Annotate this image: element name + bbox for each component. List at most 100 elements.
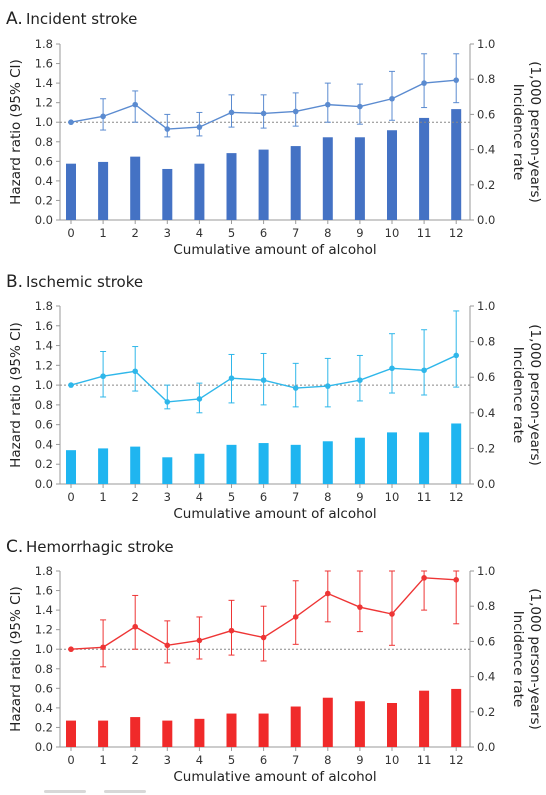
bar: [451, 688, 462, 747]
y-tick-right-label: 0.0: [477, 477, 495, 491]
data-point: [132, 623, 138, 630]
x-tick-label: 12: [449, 226, 464, 240]
x-tick-label: 2: [132, 753, 139, 767]
bar: [226, 444, 237, 484]
bar: [66, 720, 76, 747]
bar: [290, 444, 301, 484]
x-tick-label: 7: [292, 753, 299, 767]
y-tick-right-label: 0.2: [477, 705, 495, 719]
bar: [419, 117, 430, 220]
data-point: [196, 396, 203, 402]
y-tick-left-label: 0.0: [35, 740, 53, 754]
y-tick-right-label: 1.0: [477, 299, 495, 313]
y-tick-left-label: 0.8: [35, 135, 53, 149]
x-tick-label: 0: [67, 490, 74, 504]
y-tick-left-label: 0.2: [35, 457, 53, 471]
y-tick-left-label: 1.6: [35, 584, 53, 598]
bar: [387, 432, 397, 484]
chart-title: Ischemic stroke: [26, 273, 143, 291]
x-tick-label: 6: [260, 753, 267, 767]
y-axis-title-right: Incidence rate: [510, 84, 526, 181]
y-tick-left-label: 1.8: [35, 299, 53, 313]
scrollbar-thumb-right[interactable]: [104, 790, 146, 793]
bar: [162, 457, 173, 484]
y-tick-right-label: 0.0: [477, 213, 495, 227]
bar: [290, 146, 301, 220]
bar: [322, 697, 333, 747]
data-point: [164, 126, 171, 132]
x-tick-label: 11: [417, 490, 432, 504]
y-tick-right-label: 0.4: [477, 143, 495, 157]
x-tick-label: 7: [292, 226, 299, 240]
bar: [451, 109, 462, 220]
y-axis-title-right: Incidence rate: [510, 347, 526, 444]
x-tick-label: 9: [356, 226, 363, 240]
y-tick-left-label: 1.0: [35, 378, 53, 392]
panel-letter: B.: [6, 272, 23, 292]
y-tick-right-label: 0.2: [477, 178, 495, 192]
y-tick-left-label: 0.4: [35, 437, 53, 451]
data-point: [100, 373, 106, 380]
data-point: [325, 590, 331, 597]
y-tick-right-label: 0.8: [477, 72, 495, 86]
y-tick-left-label: 0.4: [35, 174, 53, 188]
data-point: [292, 385, 299, 391]
x-tick-label: 5: [228, 753, 235, 767]
x-tick-label: 6: [260, 490, 267, 504]
data-point: [292, 614, 299, 620]
data-point: [100, 644, 106, 651]
y-tick-left-label: 1.4: [35, 339, 53, 353]
y-tick-left-label: 0.8: [35, 398, 53, 412]
data-point: [196, 637, 203, 644]
bar: [451, 423, 462, 484]
bar: [419, 690, 430, 747]
y-tick-right-label: 0.2: [477, 441, 495, 455]
y-axis-title-right-units: (1,000 person-years): [527, 324, 543, 466]
data-point: [421, 80, 427, 86]
data-point: [228, 375, 235, 381]
bar: [419, 432, 430, 484]
bar: [258, 443, 269, 484]
x-tick-label: 12: [449, 490, 464, 504]
bar: [290, 706, 301, 747]
bar: [98, 161, 109, 220]
y-tick-right-label: 0.6: [477, 634, 495, 648]
y-tick-left-label: 1.0: [35, 642, 53, 656]
y-tick-left-label: 0.0: [35, 213, 53, 227]
y-axis-title-left: Hazard ratio (95% CI): [8, 586, 24, 732]
scrollbar-thumb-left[interactable]: [44, 790, 86, 793]
data-point: [357, 604, 363, 610]
data-point: [453, 577, 460, 583]
bar: [98, 720, 109, 747]
data-point: [421, 575, 427, 581]
bar: [226, 713, 237, 747]
x-tick-label: 8: [324, 490, 331, 504]
data-point: [389, 611, 395, 617]
x-axis-title: Cumulative amount of alcohol: [173, 769, 376, 785]
x-tick-label: 9: [356, 753, 363, 767]
data-point: [228, 109, 235, 116]
x-tick-label: 1: [99, 490, 106, 504]
y-axis-title-left: Hazard ratio (95% CI): [8, 59, 24, 205]
chart-title: Incident stroke: [26, 10, 137, 28]
x-tick-label: 11: [417, 226, 432, 240]
x-tick-label: 0: [67, 753, 74, 767]
y-tick-left-label: 0.0: [35, 477, 53, 491]
y-tick-right-label: 0.8: [477, 599, 495, 613]
x-tick-label: 3: [164, 490, 171, 504]
data-point: [68, 119, 74, 126]
chart-panel-3: C. Hemorrhagic stroke 0.0 0.2 0.4 0.6 0.8 1.0 1.…: [6, 537, 543, 785]
data-point: [421, 367, 427, 374]
y-tick-left-label: 1.2: [35, 96, 53, 110]
x-tick-label: 10: [385, 226, 400, 240]
data-point: [100, 113, 106, 120]
data-point: [325, 383, 331, 389]
bar: [322, 137, 333, 220]
chart-panel-2: B. Ischemic stroke 0.0 0.2 0.4 0.6 0.8 1.0 1.2 1.…: [6, 272, 543, 522]
y-tick-left-label: 1.0: [35, 115, 53, 129]
data-point: [68, 646, 74, 653]
panel-letter: C.: [6, 537, 23, 557]
x-tick-label: 8: [324, 753, 331, 767]
x-tick-label: 4: [196, 753, 203, 767]
